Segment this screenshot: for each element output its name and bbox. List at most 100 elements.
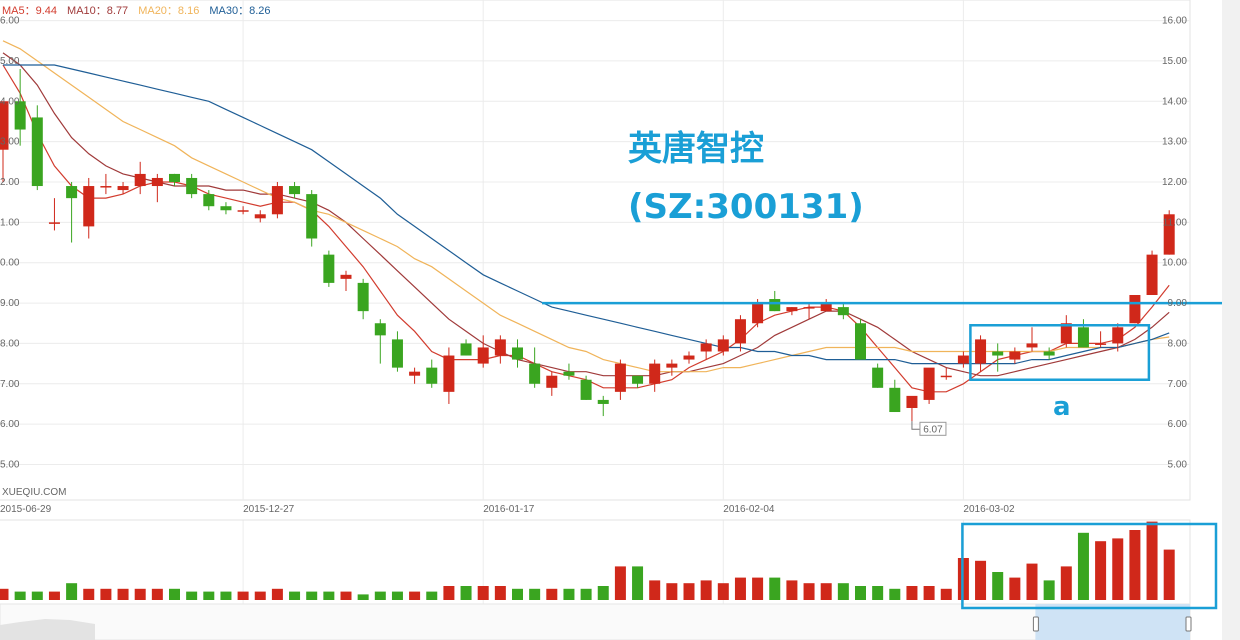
navigator-handle-left	[1032, 616, 1039, 632]
candle-body	[786, 307, 798, 312]
volume-bar	[494, 586, 506, 600]
volume-bar	[340, 591, 352, 600]
y-tick-left: 6.00	[0, 419, 20, 430]
candle	[409, 367, 421, 384]
candle-body	[666, 363, 678, 368]
candle	[975, 335, 987, 372]
low-marker-label: 6.07	[923, 424, 943, 435]
volume-bar	[649, 580, 661, 600]
candle	[426, 359, 438, 388]
candle	[374, 319, 386, 364]
y-tick-right: 13.00	[1162, 137, 1187, 148]
candle-body	[837, 307, 849, 316]
candle-body	[100, 186, 112, 188]
navigator-handle-right	[1185, 616, 1192, 632]
volume-bar	[374, 591, 386, 600]
volume-bar	[837, 583, 849, 600]
candle-body	[306, 194, 318, 239]
volume-bar	[666, 583, 678, 600]
candle	[477, 335, 489, 368]
candle-body	[803, 307, 815, 309]
candle	[512, 339, 523, 368]
y-tick-right: 10.00	[1162, 258, 1187, 269]
volume-bar	[1146, 521, 1158, 600]
y-tick-right: 7.00	[1168, 379, 1188, 390]
candle	[100, 173, 112, 195]
x-tick-label: 2015-06-29	[0, 504, 52, 515]
candle	[683, 351, 695, 364]
candle	[992, 343, 1004, 372]
candle	[0, 101, 9, 183]
y-tick-left: 2.00	[0, 177, 20, 188]
volume-bar	[31, 591, 43, 600]
volume-bar	[254, 591, 266, 600]
candle-body	[0, 101, 9, 150]
candle-body	[906, 395, 918, 408]
volume-bar	[203, 591, 215, 600]
candle-body	[752, 303, 764, 324]
page-scrollbar[interactable]	[1222, 0, 1240, 640]
candle	[563, 363, 575, 380]
candle	[820, 299, 832, 312]
candle-body	[580, 379, 592, 400]
candle	[717, 335, 729, 356]
y-tick-left: 4.00	[0, 96, 20, 107]
x-tick-label: 2016-01-17	[483, 504, 535, 515]
candle	[1026, 327, 1038, 352]
candle	[1112, 323, 1124, 352]
candle-body	[889, 387, 901, 413]
candle	[203, 190, 215, 211]
volume-bar	[683, 583, 695, 600]
candle	[134, 161, 146, 195]
ma-legend-ma10: MA10：8.77	[67, 5, 128, 17]
volume-highlight-box	[961, 522, 1218, 610]
candle-body	[512, 347, 523, 360]
y-tick-right: 11.00	[1163, 217, 1188, 228]
volume-bar	[117, 588, 129, 600]
candle	[923, 367, 935, 404]
candle-body	[409, 371, 421, 376]
candle	[769, 290, 781, 312]
candle-body	[872, 367, 884, 388]
volume-bar	[614, 566, 626, 600]
volume-bar	[1026, 563, 1038, 600]
consolidation-box	[969, 324, 1151, 381]
candle	[786, 307, 798, 316]
volume-bar	[409, 591, 421, 600]
candle-body	[14, 101, 26, 130]
candle	[14, 69, 26, 146]
candle	[614, 359, 626, 400]
candle	[803, 303, 815, 320]
volume-bar	[443, 586, 455, 600]
y-tick-left: 6.00	[0, 16, 20, 27]
volume-bar	[1043, 580, 1055, 600]
candle	[1043, 347, 1055, 360]
volume-bars	[0, 521, 1175, 600]
volume-bar	[923, 586, 935, 600]
candle-body	[151, 177, 163, 187]
candle-body	[460, 343, 472, 356]
candle	[117, 182, 129, 195]
candle-body	[31, 117, 43, 187]
ma-line-ma10	[2, 52, 1170, 377]
chart-grid	[0, 0, 1192, 640]
candle	[855, 319, 866, 360]
ma-legend-ma20: MA20：8.16	[138, 5, 199, 17]
candle-body	[855, 323, 866, 360]
volume-bar	[323, 591, 335, 600]
ma-line-ma30	[3, 64, 1170, 365]
candle	[237, 206, 249, 215]
navigator-area	[0, 619, 95, 640]
candle	[1163, 210, 1175, 255]
candle-body	[357, 282, 369, 312]
candle-body	[1043, 351, 1055, 356]
candle	[186, 173, 198, 199]
candle-body	[48, 222, 60, 224]
low-marker-box	[919, 421, 947, 436]
volume-bar	[357, 594, 369, 600]
candle-body	[1146, 254, 1158, 295]
volume-bar	[426, 591, 438, 600]
y-tick-left: 8.00	[0, 338, 20, 349]
candle	[323, 250, 335, 287]
candle	[1095, 331, 1107, 348]
